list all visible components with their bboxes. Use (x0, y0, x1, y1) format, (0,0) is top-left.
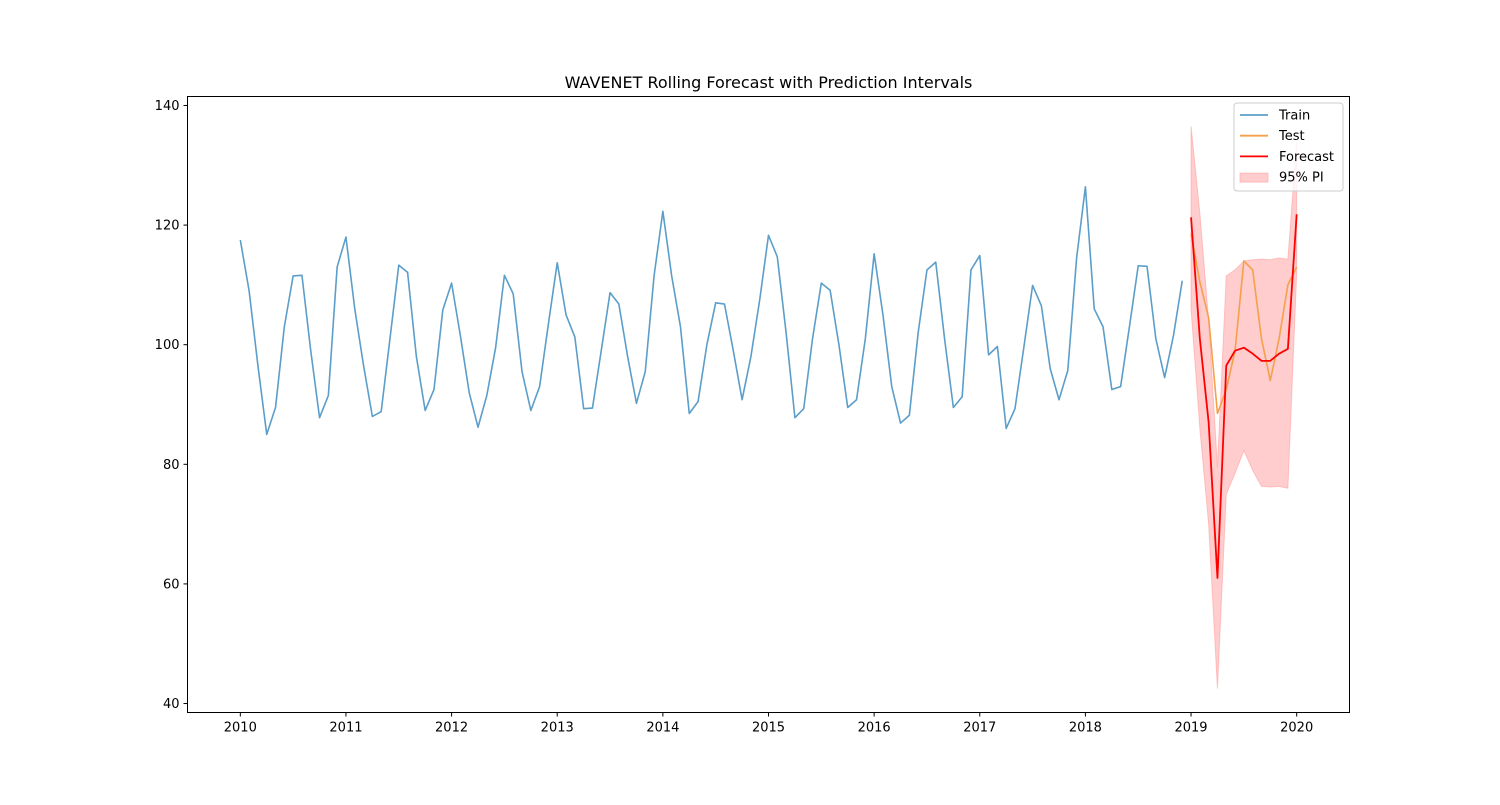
x-tick-label: 2015 (752, 721, 785, 736)
y-tick-label: 140 (155, 99, 180, 114)
x-tick-label: 2011 (329, 721, 362, 736)
x-tick-label: 2017 (963, 721, 996, 736)
series-95-pi-band (1190, 126, 1298, 689)
x-tick-label: 2018 (1069, 721, 1102, 736)
y-tick-label: 100 (155, 338, 180, 353)
axes: 2010 2011 2012 2013 2014 2015 2016 2017 2018 2019… (155, 99, 1314, 736)
x-tick-label: 2014 (646, 721, 679, 736)
x-tick-label: 2020 (1280, 721, 1313, 736)
x-tick-label: 2013 (541, 721, 574, 736)
series-forecast-line (1190, 214, 1298, 579)
legend: Train Test Forecast 95% PI (1233, 102, 1344, 192)
x-tick-label: 2016 (858, 721, 891, 736)
plot-area (239, 126, 1298, 689)
chart-title: WAVENET Rolling Forecast with Prediction… (565, 73, 973, 92)
legend-label-forecast: Forecast (1279, 150, 1334, 165)
legend-label-train: Train (1278, 109, 1310, 124)
legend-box (1233, 102, 1344, 192)
x-tick-label: 2010 (224, 721, 257, 736)
legend-label-test: Test (1278, 129, 1305, 144)
legend-label-95-pi: 95% PI (1279, 171, 1324, 186)
series-train-line (239, 186, 1184, 436)
series-test-line (1190, 233, 1298, 415)
legend-swatch-95-pi (1239, 172, 1269, 183)
x-tick-label: 2019 (1174, 721, 1207, 736)
y-tick-label: 80 (163, 458, 180, 473)
y-tick-label: 120 (155, 219, 180, 234)
y-tick-label: 60 (163, 577, 180, 592)
x-tick-label: 2012 (435, 721, 468, 736)
y-tick-label: 40 (163, 697, 180, 712)
